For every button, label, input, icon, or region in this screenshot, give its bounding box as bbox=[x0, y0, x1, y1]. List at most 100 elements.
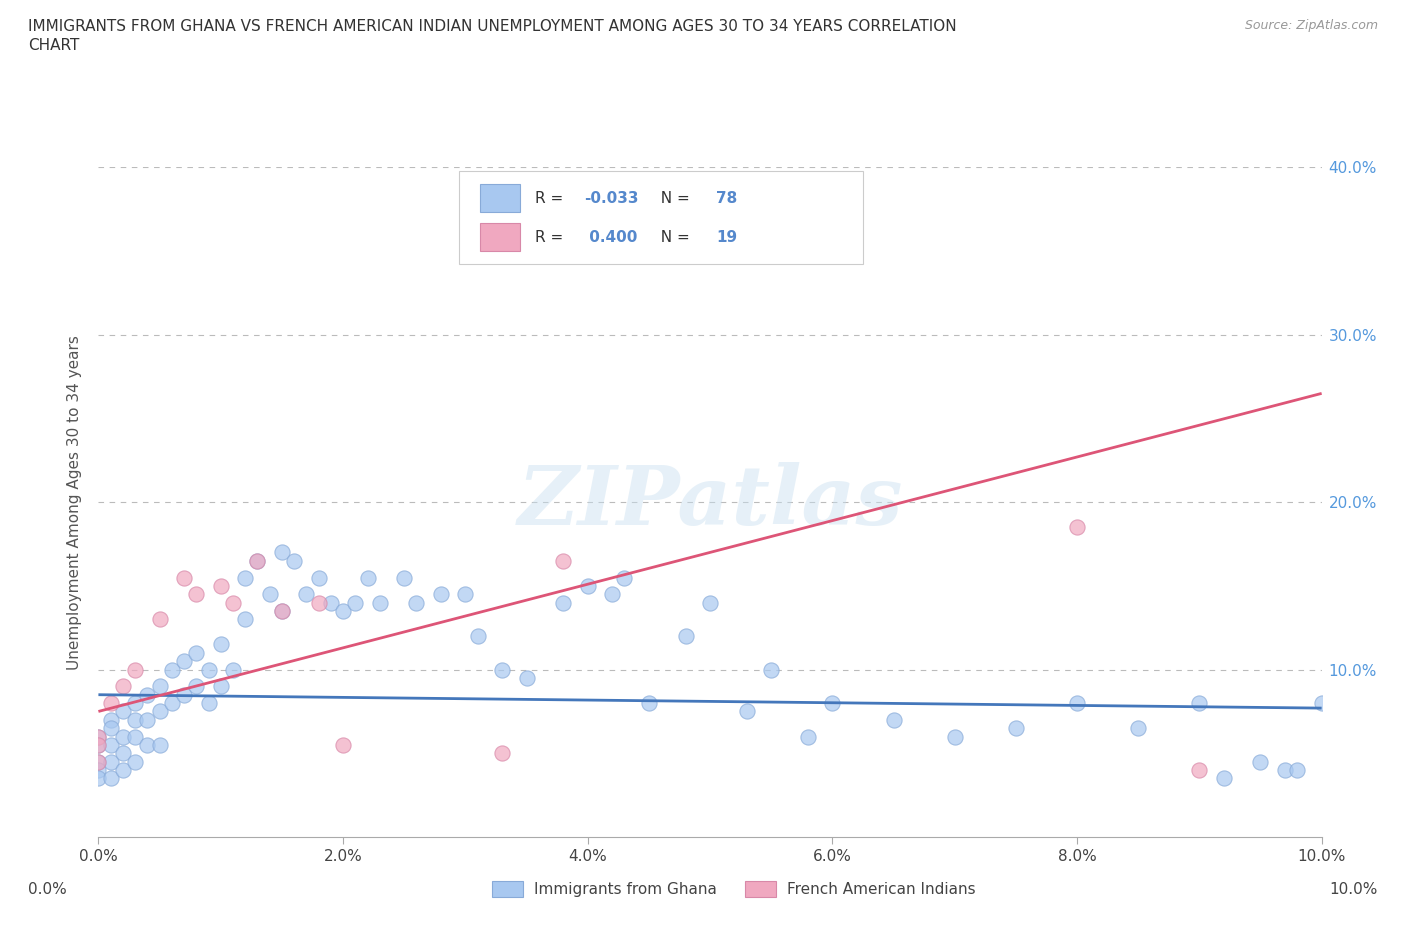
Point bbox=[186, 679, 208, 694]
Text: N =: N = bbox=[651, 191, 695, 206]
Point bbox=[491, 662, 513, 677]
Point bbox=[454, 587, 477, 602]
Point bbox=[883, 712, 905, 727]
Point bbox=[100, 754, 122, 769]
Point bbox=[1310, 696, 1333, 711]
Point bbox=[516, 671, 538, 685]
Point bbox=[576, 578, 599, 593]
Point bbox=[100, 737, 122, 752]
Text: 0.400: 0.400 bbox=[583, 230, 637, 245]
Point bbox=[332, 737, 354, 752]
Point bbox=[1004, 721, 1026, 736]
Point bbox=[233, 570, 256, 585]
Point bbox=[124, 662, 146, 677]
Point bbox=[173, 654, 195, 669]
Text: 10.0%: 10.0% bbox=[1330, 882, 1378, 897]
Point bbox=[209, 578, 232, 593]
Point bbox=[100, 771, 122, 786]
Point bbox=[430, 587, 453, 602]
Point bbox=[270, 604, 292, 618]
Point bbox=[87, 754, 110, 769]
Point bbox=[222, 662, 245, 677]
Point bbox=[111, 729, 134, 744]
Point bbox=[209, 679, 232, 694]
FancyBboxPatch shape bbox=[460, 171, 863, 264]
Point bbox=[270, 545, 292, 560]
Point bbox=[87, 737, 110, 752]
Text: ZIPatlas: ZIPatlas bbox=[517, 462, 903, 542]
Point bbox=[87, 771, 110, 786]
Point bbox=[160, 662, 183, 677]
Point bbox=[735, 704, 758, 719]
Point bbox=[173, 570, 195, 585]
Point bbox=[675, 629, 697, 644]
Text: French American Indians: French American Indians bbox=[787, 882, 976, 897]
Point bbox=[124, 729, 146, 744]
Point bbox=[233, 612, 256, 627]
Point bbox=[186, 645, 208, 660]
Point bbox=[124, 712, 146, 727]
Point bbox=[1066, 520, 1088, 535]
Point bbox=[100, 721, 122, 736]
Point bbox=[87, 737, 110, 752]
Point bbox=[124, 754, 146, 769]
Point bbox=[1286, 763, 1309, 777]
Point bbox=[111, 704, 134, 719]
Point bbox=[308, 595, 330, 610]
Point bbox=[149, 704, 172, 719]
Point bbox=[1128, 721, 1150, 736]
Text: 19: 19 bbox=[716, 230, 737, 245]
Text: -0.033: -0.033 bbox=[583, 191, 638, 206]
Point bbox=[136, 737, 159, 752]
Point bbox=[111, 746, 134, 761]
Point bbox=[1188, 763, 1211, 777]
Point bbox=[600, 587, 623, 602]
Point bbox=[149, 737, 172, 752]
Text: Immigrants from Ghana: Immigrants from Ghana bbox=[534, 882, 717, 897]
Point bbox=[295, 587, 318, 602]
Point bbox=[1066, 696, 1088, 711]
Point bbox=[344, 595, 367, 610]
Point bbox=[553, 553, 575, 568]
Point bbox=[246, 553, 269, 568]
Point bbox=[136, 712, 159, 727]
Text: R =: R = bbox=[536, 230, 568, 245]
Point bbox=[222, 595, 245, 610]
Point bbox=[553, 595, 575, 610]
Point bbox=[197, 662, 219, 677]
Point bbox=[197, 696, 219, 711]
Point bbox=[87, 763, 110, 777]
Point bbox=[405, 595, 427, 610]
Point bbox=[259, 587, 281, 602]
Point bbox=[149, 612, 172, 627]
Text: R =: R = bbox=[536, 191, 568, 206]
Text: IMMIGRANTS FROM GHANA VS FRENCH AMERICAN INDIAN UNEMPLOYMENT AMONG AGES 30 TO 34: IMMIGRANTS FROM GHANA VS FRENCH AMERICAN… bbox=[28, 19, 956, 53]
Point bbox=[797, 729, 820, 744]
Point bbox=[100, 696, 122, 711]
Point bbox=[87, 729, 110, 744]
Point bbox=[173, 687, 195, 702]
Point bbox=[270, 604, 292, 618]
Point bbox=[319, 595, 342, 610]
Point bbox=[1188, 696, 1211, 711]
Point bbox=[149, 679, 172, 694]
Point bbox=[368, 595, 391, 610]
Point bbox=[332, 604, 354, 618]
Point bbox=[160, 696, 183, 711]
Point bbox=[1249, 754, 1271, 769]
Point bbox=[759, 662, 782, 677]
Point bbox=[111, 763, 134, 777]
Point bbox=[699, 595, 721, 610]
FancyBboxPatch shape bbox=[479, 184, 520, 212]
Text: N =: N = bbox=[651, 230, 695, 245]
Point bbox=[467, 629, 489, 644]
Point bbox=[209, 637, 232, 652]
Point bbox=[308, 570, 330, 585]
Text: 78: 78 bbox=[716, 191, 737, 206]
Point bbox=[1212, 771, 1234, 786]
Point bbox=[637, 696, 661, 711]
Point bbox=[491, 746, 513, 761]
Point bbox=[392, 570, 416, 585]
Point bbox=[124, 696, 146, 711]
Point bbox=[283, 553, 305, 568]
